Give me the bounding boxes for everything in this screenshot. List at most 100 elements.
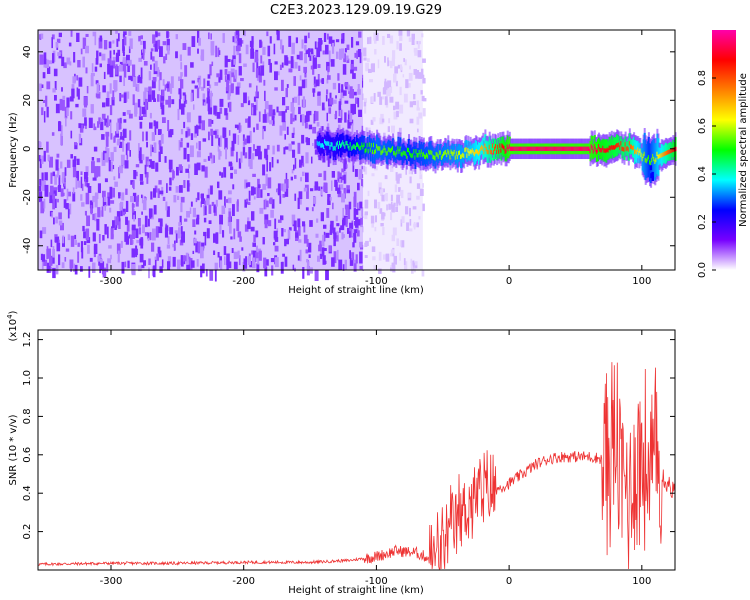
spectrogram-cell xyxy=(180,196,185,203)
spectrogram-trace-core xyxy=(540,146,543,151)
spectrogram-cell xyxy=(48,60,53,65)
spectrogram-cell xyxy=(302,221,306,227)
spectrogram-cell xyxy=(391,234,395,242)
spectrogram-cell xyxy=(138,154,142,161)
spectrogram-cell xyxy=(253,127,255,133)
spectrogram-cell xyxy=(149,112,152,119)
spectrogram-cell xyxy=(110,200,115,204)
snr-marks xyxy=(37,362,675,570)
spectrogram-cell xyxy=(155,162,159,172)
spectrogram-cell xyxy=(84,96,88,108)
spectrogram-cell xyxy=(325,44,329,55)
spectrogram-cell xyxy=(340,109,343,121)
spectrogram-trace-core xyxy=(645,158,648,164)
spectrogram-cell xyxy=(140,35,143,40)
spectrogram-cell xyxy=(351,37,354,48)
spectrogram-trace-core xyxy=(582,146,585,151)
spectrogram-trace-core xyxy=(489,149,492,154)
spectrogram-cell xyxy=(62,95,66,100)
spectrogram-cell xyxy=(158,69,160,76)
spectrogram-cell xyxy=(364,211,368,216)
spectrogram-cell xyxy=(105,135,109,147)
spectrogram-cell xyxy=(213,250,216,255)
spectrogram-trace-core xyxy=(553,146,556,151)
spectrogram-trace-core xyxy=(647,155,650,160)
spectrogram-cell xyxy=(107,196,111,206)
spectrogram-cell xyxy=(72,192,76,202)
spectrogram-cell xyxy=(141,195,144,204)
spectrogram-cell xyxy=(105,131,110,137)
spectrogram-cell xyxy=(258,111,261,122)
spectrogram-cell xyxy=(247,100,251,106)
spectrogram-cell xyxy=(99,35,103,42)
spectrogram-cell xyxy=(323,182,328,193)
spectrogram-cell xyxy=(411,36,415,45)
spectrogram-cell xyxy=(263,199,266,210)
spectrogram-cell xyxy=(144,164,147,175)
spectrogram-trace-core xyxy=(354,145,357,151)
spectrogram-cell xyxy=(38,155,41,162)
spectrogram-cell xyxy=(77,88,80,100)
spectrogram-cell xyxy=(263,79,266,86)
spectrogram-trace-core xyxy=(615,144,617,149)
spectrogram-cell xyxy=(354,169,358,177)
spectrogram-cell xyxy=(41,155,44,164)
spectrogram-cell xyxy=(374,226,377,232)
spectrogram-cell xyxy=(269,197,273,205)
spectrogram-trace-core xyxy=(434,156,437,161)
spectrogram-cell xyxy=(113,49,115,55)
spectrogram-cell xyxy=(243,30,246,37)
spectrogram-cell xyxy=(342,264,345,271)
spectrogram-cell xyxy=(335,39,340,43)
spectrogram-trace-core xyxy=(664,151,667,156)
spectrogram-cell xyxy=(300,177,302,182)
spectrogram-cell xyxy=(150,191,153,200)
spectrogram-cell xyxy=(236,219,240,232)
spectrogram-cell xyxy=(98,37,103,49)
spectrogram-cell xyxy=(58,212,62,220)
spectrogram-cell xyxy=(90,72,95,77)
spectrogram-cell xyxy=(162,41,167,46)
spectrogram-cell xyxy=(313,57,317,69)
spectrogram-trace-core xyxy=(467,148,470,153)
spectrogram-cell xyxy=(240,103,244,108)
spectrogram-cell xyxy=(413,100,417,106)
spectrogram-cell xyxy=(321,78,324,84)
spectrogram-cell xyxy=(180,138,183,142)
spectrogram-cell xyxy=(345,217,348,227)
spectrogram-cell xyxy=(59,98,63,111)
spectrogram-trace-core xyxy=(357,142,359,147)
spectrogram-cell xyxy=(139,121,143,129)
spectrogram-cell xyxy=(349,119,354,126)
spectrogram-cell xyxy=(349,113,353,123)
spectrogram-cell xyxy=(58,32,62,38)
spectrogram-cell xyxy=(198,115,202,124)
spectrogram-cell xyxy=(94,166,98,178)
spectrogram-cell xyxy=(129,130,132,141)
spectrogram-cell xyxy=(238,122,241,133)
spectrogram-cell xyxy=(327,66,330,73)
spectrogram-cell xyxy=(302,171,305,176)
spectrogram-cell xyxy=(92,177,97,181)
spectrogram-cell xyxy=(274,237,279,242)
spectrogram-cell xyxy=(86,215,90,227)
spectrogram-cell xyxy=(262,237,265,245)
spectrogram-cell xyxy=(391,57,395,66)
spectrogram-cell xyxy=(64,257,67,262)
spectrogram-cell xyxy=(395,80,398,87)
spectrogram-cell xyxy=(140,181,144,185)
spectrogram-cell xyxy=(405,206,409,215)
spectrogram-cell xyxy=(252,250,257,262)
spectrogram-trace-core xyxy=(661,152,664,158)
spectrogram-cell xyxy=(180,255,184,266)
spectrogram-cell xyxy=(133,248,138,256)
spectrogram-cell xyxy=(323,170,327,181)
spectrogram-cell xyxy=(277,71,280,76)
spectrogram-cell xyxy=(262,46,266,55)
spectrogram-cell xyxy=(56,45,59,50)
spectrogram-trace-core xyxy=(612,145,615,150)
spectrogram-cell xyxy=(179,215,182,226)
spectrogram-cell xyxy=(343,174,346,184)
spectrogram-cell xyxy=(144,87,148,92)
spectrogram-cell xyxy=(364,107,367,114)
